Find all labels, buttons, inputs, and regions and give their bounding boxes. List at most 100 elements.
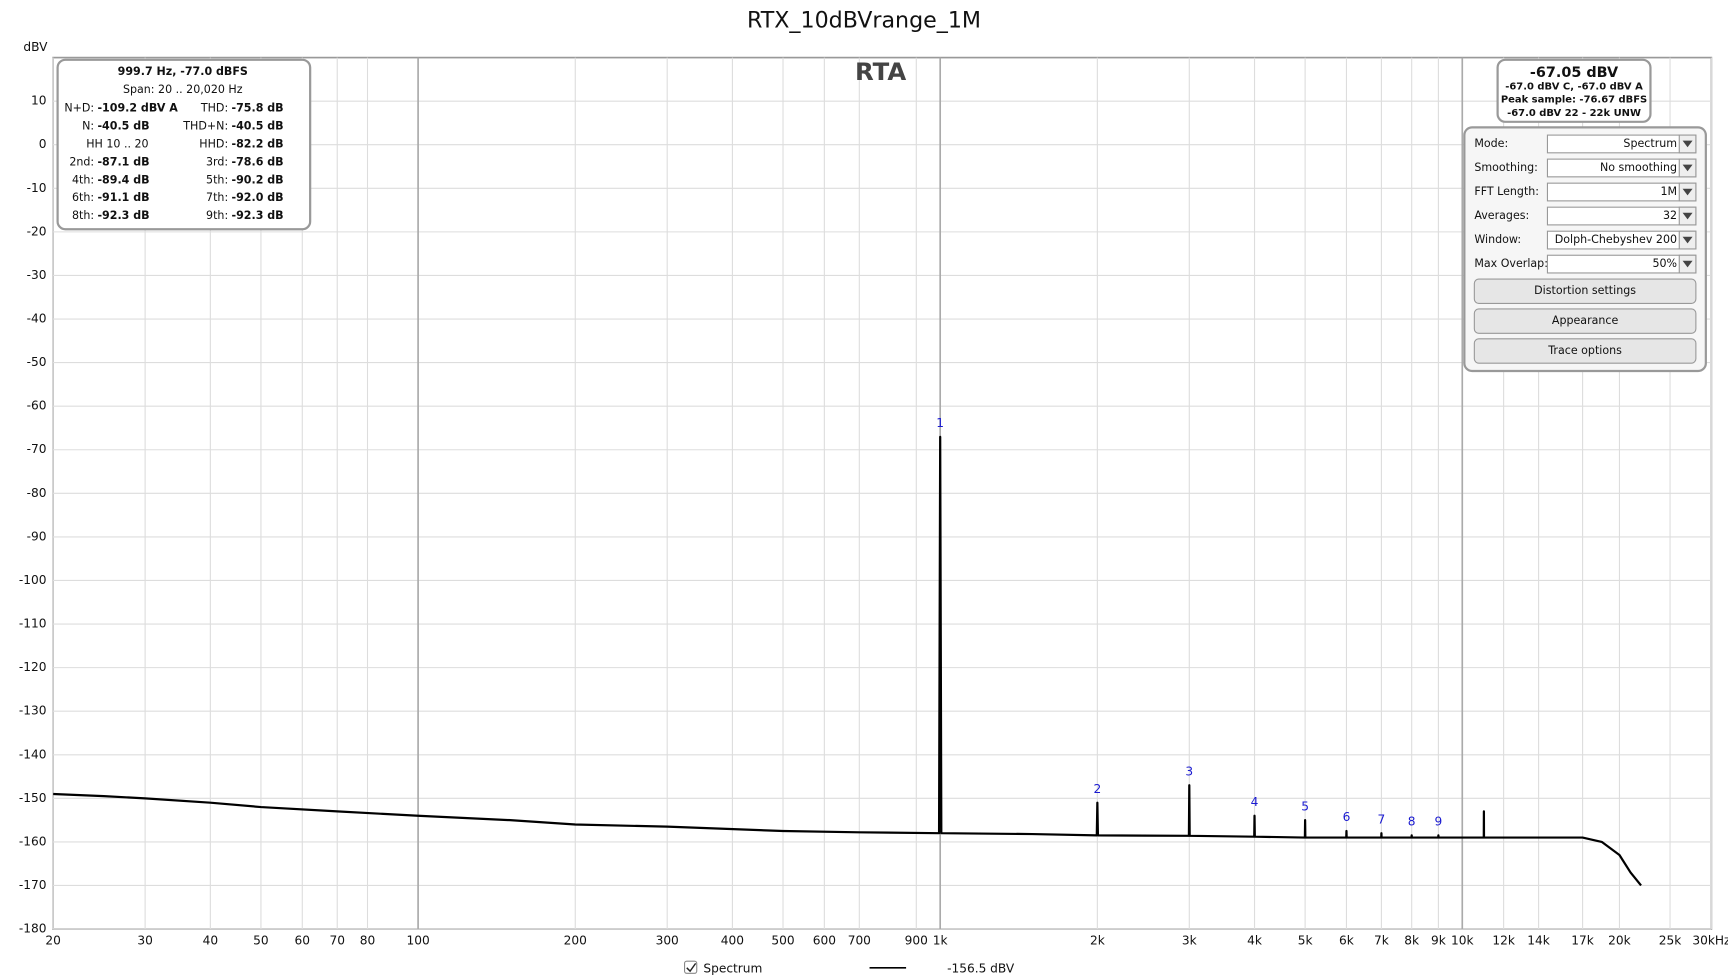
y-tick-label: -70 bbox=[27, 442, 47, 456]
x-tick-label: 4k bbox=[1247, 934, 1263, 948]
info-value: -75.8 dB bbox=[232, 102, 284, 115]
harmonic-marker: 6 bbox=[1343, 810, 1351, 824]
legend-checkbox[interactable] bbox=[684, 960, 698, 974]
x-tick-label: 12k bbox=[1492, 934, 1515, 948]
dropdown-arrow bbox=[1682, 140, 1693, 148]
info-label: N+D: bbox=[64, 102, 94, 115]
info-value: -78.6 dB bbox=[232, 155, 284, 168]
x-tick-label: 14k bbox=[1527, 934, 1550, 948]
x-tick-label: 25k bbox=[1659, 934, 1682, 948]
button[interactable] bbox=[1473, 308, 1697, 334]
ticks: 100-10-20-30-40-50-60-70-80-90-100-110-1… bbox=[19, 94, 1728, 948]
dropdown-arrow bbox=[1682, 236, 1693, 244]
harmonic-marker: 7 bbox=[1378, 812, 1386, 826]
info-label: 4th: bbox=[72, 173, 94, 186]
x-tick-label: 200 bbox=[564, 934, 587, 948]
button-label: Appearance bbox=[1552, 314, 1619, 327]
x-tick-label: 6k bbox=[1339, 934, 1355, 948]
watermark: RTA bbox=[855, 57, 906, 86]
field-label: Mode: bbox=[1474, 137, 1508, 150]
y-tick-label: -80 bbox=[27, 486, 47, 500]
dropdown-value: 32 bbox=[1663, 209, 1677, 222]
x-tick-label: 600 bbox=[813, 934, 836, 948]
info-value: -89.4 dB bbox=[97, 173, 149, 186]
button[interactable] bbox=[1473, 338, 1697, 364]
y-tick-label: -180 bbox=[19, 922, 47, 936]
info-label: 3rd: bbox=[206, 155, 228, 168]
info-header: 999.7 Hz, -77.0 dBFS bbox=[118, 65, 248, 78]
info-value: -87.1 dB bbox=[97, 155, 149, 168]
dropdown-value: Spectrum bbox=[1623, 137, 1677, 150]
y-tick-label: -140 bbox=[19, 747, 47, 761]
x-tick-label: 40 bbox=[203, 934, 219, 948]
chart-title: RTX_10dBVrange_1M bbox=[747, 8, 981, 34]
info-label: 5th: bbox=[206, 173, 228, 186]
dropdown-arrow bbox=[1682, 212, 1693, 220]
info-label: 6th: bbox=[72, 191, 94, 204]
y-tick-label: -20 bbox=[27, 224, 47, 238]
field-label: Window: bbox=[1474, 233, 1521, 246]
y-tick-label: -60 bbox=[27, 399, 47, 413]
dropdown-value: Dolph-Chebyshev 200 bbox=[1555, 233, 1677, 246]
info-value: -91.1 dB bbox=[97, 191, 149, 204]
level-line: -67.0 dBV 22 - 22k UNW bbox=[1507, 108, 1641, 119]
spectrum-line bbox=[53, 435, 1642, 887]
y-tick-label: -170 bbox=[19, 878, 47, 892]
y-tick-label: -10 bbox=[27, 181, 47, 195]
legend: Spectrum -156.5 dBV bbox=[684, 960, 1015, 975]
info-label: 9th: bbox=[206, 209, 228, 222]
x-tick-label: 7k bbox=[1374, 934, 1390, 948]
legend-value: -156.5 dBV bbox=[947, 961, 1015, 975]
info-box bbox=[56, 58, 312, 231]
level-main: -67.05 dBV bbox=[1530, 65, 1619, 81]
x-tick-label: 8k bbox=[1404, 934, 1420, 948]
info-label: 7th: bbox=[206, 191, 228, 204]
grid bbox=[52, 57, 1712, 930]
y-axis-label: dBV bbox=[23, 40, 48, 54]
y-tick-label: 0 bbox=[39, 137, 47, 151]
dropdown-arrow bbox=[1682, 188, 1693, 196]
x-tick-label: 2k bbox=[1090, 934, 1106, 948]
x-tick-label: 60 bbox=[295, 934, 311, 948]
y-tick-label: -110 bbox=[19, 617, 47, 631]
x-tick-label: 300 bbox=[656, 934, 679, 948]
harmonic-marker: 5 bbox=[1301, 799, 1309, 813]
info-label: 2nd: bbox=[69, 155, 94, 168]
field-label: FFT Length: bbox=[1474, 185, 1539, 198]
x-tick-label: 50 bbox=[253, 934, 269, 948]
x-tick-label: 20 bbox=[45, 934, 61, 948]
check-mark bbox=[686, 962, 697, 973]
x-tick-label: 80 bbox=[360, 934, 376, 948]
info-label: HHD: bbox=[199, 137, 228, 150]
harmonic-marker: 8 bbox=[1408, 815, 1416, 829]
x-tick-label: 30 bbox=[137, 934, 153, 948]
x-tick-label: 500 bbox=[771, 934, 794, 948]
y-tick-label: -130 bbox=[19, 704, 47, 718]
harmonic-marker: 3 bbox=[1185, 764, 1193, 778]
legend-label: Spectrum bbox=[703, 961, 762, 975]
y-tick-label: 10 bbox=[31, 94, 47, 108]
y-tick-label: -150 bbox=[19, 791, 47, 805]
y-tick-label: -40 bbox=[27, 312, 47, 326]
button[interactable] bbox=[1473, 278, 1697, 304]
x-tick-label: 30kHz bbox=[1692, 934, 1728, 948]
dropdown-value: 1M bbox=[1660, 185, 1677, 198]
level-line: Peak sample: -76.67 dBFS bbox=[1501, 95, 1647, 106]
level-box[interactable] bbox=[1496, 58, 1652, 123]
button-label: Distortion settings bbox=[1534, 284, 1636, 297]
dropdown-arrow bbox=[1682, 260, 1693, 268]
dropdown-value: 50% bbox=[1652, 257, 1677, 270]
x-tick-label: 17k bbox=[1571, 934, 1594, 948]
x-tick-label: 100 bbox=[406, 934, 429, 948]
y-tick-label: -160 bbox=[19, 834, 47, 848]
harmonic-marker: 9 bbox=[1435, 815, 1443, 829]
x-tick-label: 400 bbox=[721, 934, 744, 948]
info-header: Span: 20 .. 20,020 Hz bbox=[123, 83, 243, 96]
x-tick-label: 900 bbox=[905, 934, 928, 948]
field-label: Averages: bbox=[1474, 209, 1529, 222]
info-label: THD: bbox=[200, 102, 228, 115]
info-value: -82.2 dB bbox=[232, 137, 284, 150]
info-label: N: bbox=[82, 119, 94, 132]
trace: 1 2 3 4 5 6 7 8 9 bbox=[53, 416, 1642, 887]
dropdown-value: No smoothing bbox=[1600, 161, 1677, 174]
